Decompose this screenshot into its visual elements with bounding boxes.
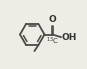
Text: $^{13}$C: $^{13}$C xyxy=(46,36,59,47)
Text: OH: OH xyxy=(61,33,77,42)
Text: O: O xyxy=(49,15,56,24)
